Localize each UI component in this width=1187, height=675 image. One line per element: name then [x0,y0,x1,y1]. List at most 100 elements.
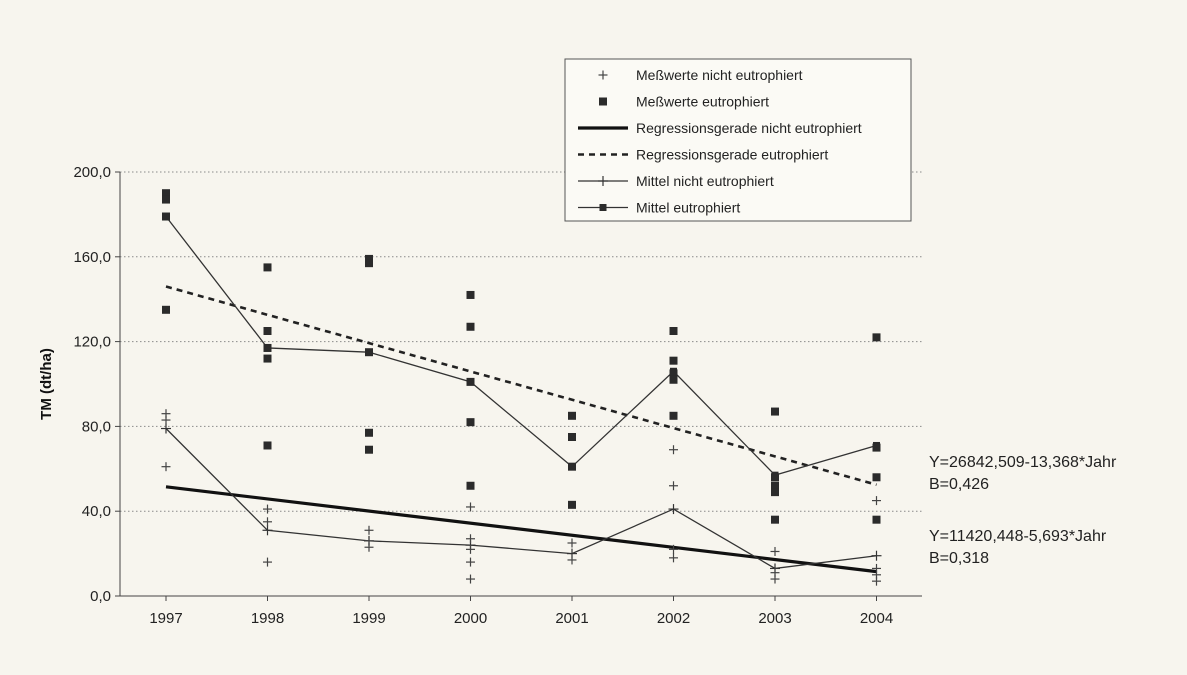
data-point-eutrophiert [365,445,373,454]
x-tick-label: 2002 [657,610,690,627]
x-tick-label: 2000 [454,610,487,627]
data-point-eutrophiert [162,195,170,204]
data-point-eutrophiert [568,462,576,471]
data-point-nicht-eutrophiert [872,576,881,586]
legend-symbol-square [599,204,607,211]
y-tick-label: 120,0 [73,334,111,351]
annotations: Y=26842,509-13,368*Jahr B=0,426 Y=11420,44… [929,454,1117,567]
legend-item: Regressionsgerade eutrophiert [578,147,828,163]
legend-label: Meßwerte nicht eutrophiert [636,67,803,83]
data-point-eutrophiert [872,515,881,524]
data-point-eutrophiert [162,189,170,198]
data-point-eutrophiert [669,327,678,335]
data-point-eutrophiert [872,443,881,452]
data-point-eutrophiert [365,254,373,263]
data-point-eutrophiert [466,418,475,427]
mean-point-nicht-eutrophiert [668,504,679,515]
data-point-eutrophiert [466,481,475,490]
y-tick-label: 0,0 [90,588,111,605]
data-point-eutrophiert [263,354,272,363]
regression-line-nicht-eutrophiert [165,485,877,574]
x-tick-label: 1998 [251,610,284,627]
data-point-eutrophiert [771,407,779,416]
data-point-nicht-eutrophiert [770,574,780,584]
data-point-eutrophiert [263,441,272,450]
data-point-nicht-eutrophiert [770,546,780,556]
axes: 0,0 40,0 80,0 120,0 160,0 200,0 1997 1998 1999 20… [73,164,922,627]
data-point-eutrophiert [365,348,373,357]
data-point-nicht-eutrophiert [872,496,881,506]
data-point-nicht-eutrophiert [263,504,272,514]
data-point-nicht-eutrophiert [466,534,475,544]
data-point-eutrophiert [466,290,475,299]
data-point-nicht-eutrophiert [567,555,577,565]
regression-equation: Y=11420,448-5,693*Jahr [929,528,1107,545]
data-point-nicht-eutrophiert [466,544,475,554]
regression-line-eutrophiert [165,285,877,486]
x-tick-label: 2003 [758,610,791,627]
mean-point-nicht-eutrophiert [871,550,882,561]
data-point-eutrophiert [162,212,170,221]
x-tick-label: 2001 [555,610,588,627]
data-point-eutrophiert [162,305,170,314]
legend-label: Regressionsgerade nicht eutrophiert [636,120,862,136]
legend-item: Meßwerte nicht eutrophiert [598,67,803,83]
data-point-nicht-eutrophiert [263,557,272,567]
legend-label: Mittel eutrophiert [636,200,740,216]
data-point-nicht-eutrophiert [161,462,171,472]
y-tick-label: 160,0 [73,249,111,266]
y-tick-label: 200,0 [73,164,111,181]
legend: Meßwerte nicht eutrophiert Meßwerte eutro… [564,58,912,222]
mean-line-mittel-eu [165,216,877,476]
y-tick-label: 40,0 [82,503,111,520]
coefficient-of-determination: B=0,426 [929,476,989,493]
data-point-eutrophiert [263,263,272,272]
mean-point-nicht-eutrophiert [262,525,273,536]
legend-label: Regressionsgerade eutrophiert [636,147,828,163]
data-point-eutrophiert [365,428,373,437]
legend-item: Mittel eutrophiert [578,200,740,216]
x-tick-label: 1997 [149,610,182,627]
data-point-nicht-eutrophiert [161,415,171,425]
data-point-eutrophiert [568,411,576,420]
data-point-eutrophiert [669,369,678,378]
data-point-nicht-eutrophiert [364,525,374,535]
data-point-eutrophiert [568,500,576,509]
x-tick-label: 2004 [860,610,893,627]
data-point-eutrophiert [872,333,881,342]
data-point-eutrophiert [263,343,272,352]
coefficient-of-determination: B=0,318 [929,550,989,567]
data-point-nicht-eutrophiert [669,481,678,491]
data-point-eutrophiert [669,356,678,365]
data-point-eutrophiert [669,375,678,384]
data-point-eutrophiert [771,481,779,490]
data-point-nicht-eutrophiert [364,542,374,552]
data-point-nicht-eutrophiert [669,445,678,455]
data-point-nicht-eutrophiert [466,574,475,584]
legend-item: Meßwerte eutrophiert [599,94,769,110]
mean-line-mittel-nicht [165,428,877,570]
data-point-eutrophiert [466,377,475,386]
data-point-eutrophiert [771,488,779,497]
y-tick-label: 80,0 [82,418,111,435]
legend-label: Mittel nicht eutrophiert [636,173,774,189]
regression-equation: Y=26842,509-13,368*Jahr [929,454,1117,471]
gridlines [120,171,922,512]
x-tick-label: 1999 [352,610,385,627]
mean-point-nicht-eutrophiert [161,423,171,434]
data-point-nicht-eutrophiert [263,517,272,527]
data-point-eutrophiert [466,322,475,331]
data-point-eutrophiert [365,259,373,268]
data-point-eutrophiert [263,327,272,335]
legend-symbol-square [599,97,607,106]
legend-item: Mittel nicht eutrophiert [578,173,774,189]
series-layer [161,189,882,586]
legend-symbol-plus [598,70,608,80]
legend-item: Regressionsgerade nicht eutrophiert [578,120,862,136]
y-axis-label: TM (dt/ha) [38,348,55,420]
legend-symbol-plus [598,176,608,186]
data-point-nicht-eutrophiert [466,502,475,512]
data-point-eutrophiert [771,473,779,482]
data-point-eutrophiert [771,515,779,524]
